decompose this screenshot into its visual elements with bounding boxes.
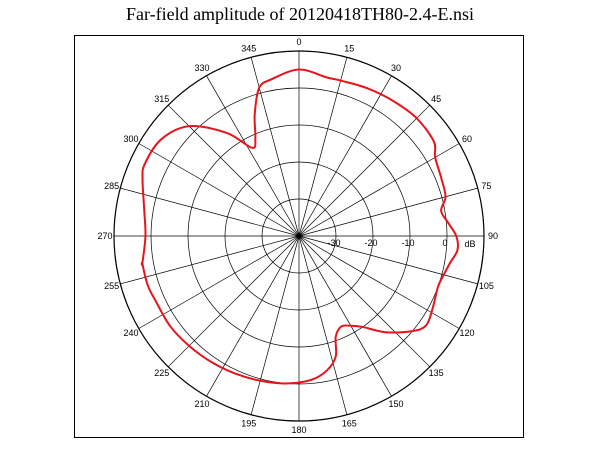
angle-spoke <box>298 143 460 237</box>
radial-tick-label: -10 <box>401 238 414 248</box>
angle-spoke <box>298 75 392 237</box>
angle-tick-label: 45 <box>431 94 441 104</box>
angle-spoke <box>206 235 300 397</box>
radial-tick-label: 0 <box>442 238 447 248</box>
angle-tick-label: 165 <box>342 418 357 428</box>
angle-spoke <box>250 57 300 237</box>
angle-tick-label: 180 <box>291 425 306 435</box>
angle-tick-label: 195 <box>241 418 256 428</box>
angle-tick-label: 150 <box>388 399 403 409</box>
angle-spoke <box>120 235 300 285</box>
angle-spoke <box>250 235 300 415</box>
angle-tick-label: 225 <box>154 368 169 378</box>
angle-tick-label: 60 <box>462 134 472 144</box>
angle-tick-label: 30 <box>391 63 401 73</box>
angle-tick-label: 90 <box>488 231 498 241</box>
angle-tick-label: 15 <box>344 44 354 54</box>
angle-spoke <box>298 235 348 415</box>
angle-spoke <box>167 235 300 368</box>
angle-tick-label: 285 <box>104 181 119 191</box>
angle-tick-label: 120 <box>459 328 474 338</box>
angle-spoke <box>298 235 431 368</box>
angle-spoke <box>298 104 431 237</box>
angle-spoke <box>298 187 478 237</box>
angle-tick-label: 345 <box>241 44 256 54</box>
angle-tick-label: 315 <box>154 94 169 104</box>
angle-tick-label: 75 <box>481 181 491 191</box>
angle-tick-label: 135 <box>429 368 444 378</box>
angle-tick-label: 0 <box>296 37 301 47</box>
angle-tick-label: 255 <box>104 281 119 291</box>
polar-grid <box>113 50 485 422</box>
angle-tick-label: 270 <box>97 231 112 241</box>
angle-spoke <box>167 104 300 237</box>
angle-spoke <box>298 235 460 329</box>
angle-spoke <box>298 235 392 397</box>
angle-spoke <box>298 57 348 237</box>
angle-spoke <box>206 75 300 237</box>
angle-tick-label: 300 <box>123 134 138 144</box>
angle-spoke <box>120 187 300 237</box>
angle-spoke <box>298 235 478 285</box>
series-curves <box>140 68 459 385</box>
center-dot <box>296 233 302 239</box>
angle-tick-label: 210 <box>194 399 209 409</box>
angle-tick-label: 105 <box>479 281 494 291</box>
amplitude-curve <box>140 68 459 385</box>
angle-spoke <box>138 235 300 329</box>
chart-title: Far-field amplitude of 20120418TH80-2.4-… <box>125 4 475 24</box>
angle-tick-label: 240 <box>123 328 138 338</box>
radial-unit-label: dB <box>464 239 475 249</box>
chart-labels: 0 15 30 45 60 75 90 105 120 135 150 165 180 195 210 225… <box>97 37 498 435</box>
plot-frame <box>74 35 524 438</box>
angle-spoke <box>138 143 300 237</box>
radial-tick-label: -20 <box>364 238 377 248</box>
radial-tick-label: -30 <box>327 238 340 248</box>
angle-tick-label: 330 <box>194 63 209 73</box>
